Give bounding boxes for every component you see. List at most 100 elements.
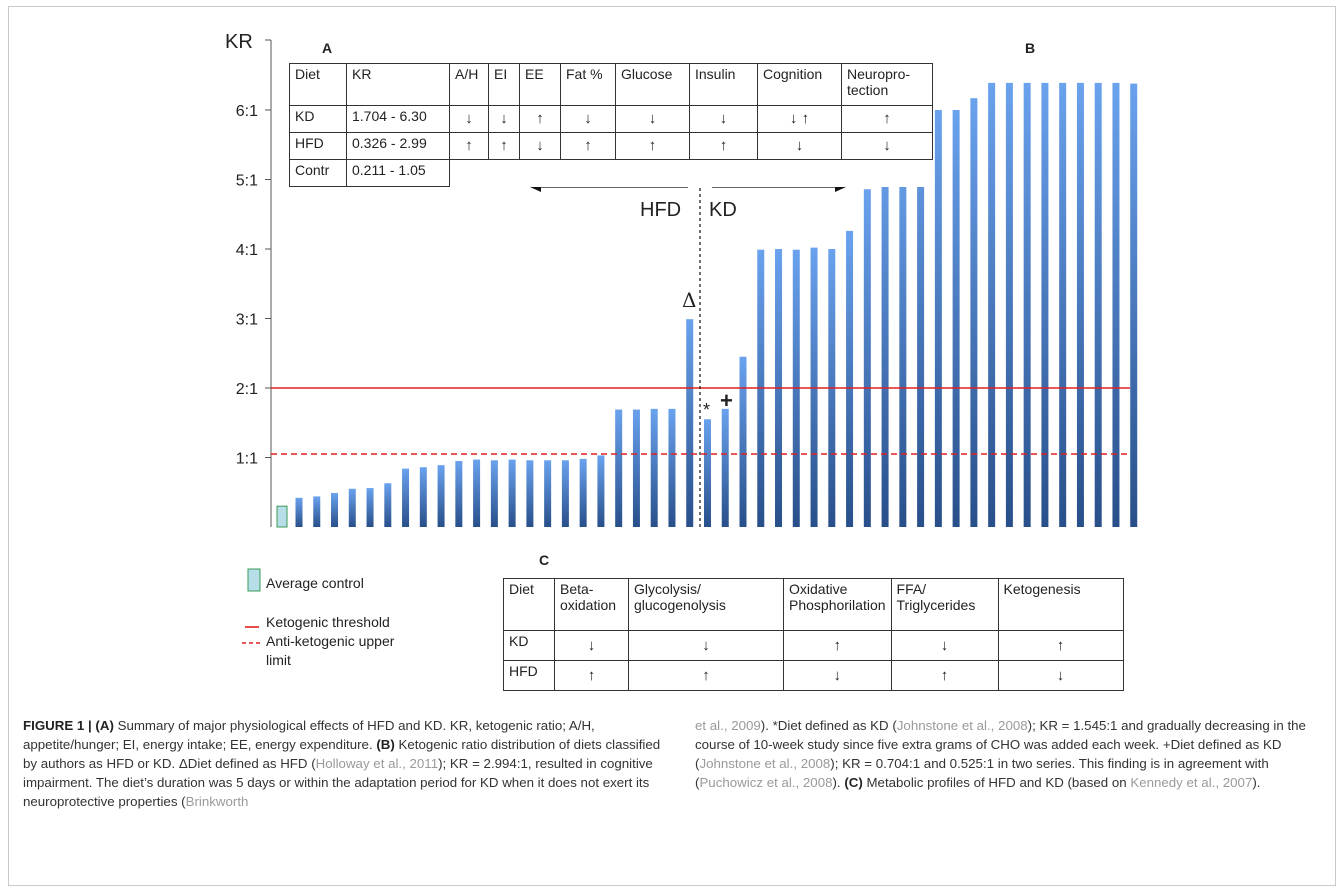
bar	[313, 496, 321, 527]
annotations: HFD KD Δ * +	[530, 182, 846, 420]
table-c-row: HFD ↑ ↑ ↓ ↑ ↓	[503, 660, 1124, 691]
caption-reference: et al., 2009	[695, 718, 761, 733]
bar	[899, 148, 907, 527]
table-c-arrow-cell: ↑	[783, 630, 892, 661]
table-c-arrow-cell: ↑	[628, 660, 784, 691]
hfd-label: HFD	[640, 199, 681, 221]
table-a-arrow-cell: ↓	[449, 105, 489, 133]
caption-text: Metabolic profiles of HFD and KD (based …	[862, 775, 1131, 790]
delta-annotation: Δ	[682, 288, 696, 312]
bar	[508, 459, 516, 527]
table-c-cell: KD	[503, 630, 555, 661]
y-tick-label: 2:1	[236, 381, 258, 398]
table-a-cell: Contr	[289, 159, 347, 187]
bar	[1094, 82, 1102, 528]
caption-right-column: et al., 2009). *Diet defined as KD (John…	[695, 716, 1335, 792]
table-a-arrow-cell: ↑	[615, 132, 690, 160]
table-c-arrow-cell: ↓	[628, 630, 784, 661]
panel-label-a: A	[322, 40, 333, 56]
caption-text: Summary of major physiological effects o…	[23, 718, 595, 752]
bar	[402, 468, 410, 527]
caption-text: Ketogenic ratio distribution of diets cl…	[23, 737, 661, 771]
legend: Average control Ketogenic threshold Anti-k…	[242, 568, 395, 668]
table-a-arrow-cell: ↑	[689, 132, 758, 160]
y-tick-label: 1:1	[236, 451, 258, 468]
table-c-header-cell: Ketogenesis	[997, 578, 1124, 631]
table-a-arrow-cell: ↓	[757, 132, 842, 160]
bar	[473, 459, 481, 527]
bar	[703, 419, 711, 527]
table-a-cell: HFD	[289, 132, 347, 160]
caption-reference: Brinkworth	[185, 794, 249, 809]
table-a-cell: KD	[289, 105, 347, 133]
legend-limit-label-2: limit	[266, 652, 291, 668]
bar	[437, 465, 445, 527]
panel-label-c: C	[539, 552, 550, 568]
legend-threshold-label: Ketogenic threshold	[266, 614, 390, 630]
y-tick-label: 3:1	[236, 312, 258, 329]
bar	[579, 458, 587, 527]
caption-reference: Johnstone et al., 2008	[699, 756, 831, 771]
table-a-header-cell: EE	[519, 63, 561, 106]
y-tick-label: 6:1	[236, 103, 258, 120]
bar	[490, 460, 498, 527]
caption-text: ).	[832, 775, 845, 790]
table-a-header-row: Diet KR A/H EI EE Fat % Glucose Insulin Cognitio…	[289, 63, 933, 106]
table-c-header-cell: Oxidative Phosphorilation	[783, 578, 892, 631]
bar	[1112, 82, 1120, 528]
caption-text: ); KR = 1.545:1 and gradually decreasing…	[695, 718, 1306, 771]
caption-text: ); KR = 0.704:1 and 0.525:1 in two serie…	[695, 756, 1269, 790]
bar	[366, 488, 374, 527]
caption-left-column: FIGURE 1 | (A) Summary of major physiolo…	[23, 716, 663, 811]
bar	[348, 488, 356, 527]
table-a-header-cell: A/H	[449, 63, 489, 106]
table-a-arrow-cell: ↓	[841, 132, 933, 160]
caption-reference: Johnstone et al., 2008	[896, 718, 1028, 733]
table-a-row: KD 1.704 - 6.30 ↓ ↓ ↑ ↓ ↓ ↓ ↓ ↑ ↑	[289, 105, 933, 133]
table-a-header-cell: Glucose	[615, 63, 690, 106]
table-c-arrow-cell: ↑	[997, 630, 1124, 661]
table-c-header-cell: FFA/Triglycerides	[890, 578, 999, 631]
table-c-arrow-cell: ↓	[890, 630, 999, 661]
table-a-arrow-cell: ↑	[560, 132, 616, 160]
table-c-arrow-cell: ↓	[997, 660, 1124, 691]
table-c-header-row: Diet Beta-oxidation Glycolysis/glucogenoly…	[503, 578, 1124, 631]
y-axis: KR 1:1 2:1 3:1 4:1 5:1 6:1	[225, 31, 272, 527]
bar	[1041, 82, 1049, 528]
control-bar	[276, 505, 288, 528]
table-a-header-cell: KR	[346, 63, 450, 106]
table-a-arrow-cell: ↓	[519, 132, 561, 160]
table-a-header-cell: Fat %	[560, 63, 616, 106]
table-a-header-cell: EI	[488, 63, 520, 106]
bar	[739, 356, 747, 527]
legend-control-label: Average control	[266, 575, 364, 591]
bar	[934, 110, 942, 527]
y-axis-label: KR	[225, 31, 253, 53]
table-a-arrow-cell: ↓	[560, 105, 616, 133]
table-c-arrow-cell: ↑	[554, 660, 629, 691]
table-a-empty-cell	[450, 160, 933, 187]
bar	[668, 408, 676, 527]
bar	[1005, 82, 1013, 528]
bar	[917, 110, 925, 527]
caption-bold-text: (B)	[376, 737, 395, 752]
legend-control-swatch	[247, 568, 261, 592]
legend-limit-label-1: Anti-ketogenic upper	[266, 633, 395, 649]
bar	[384, 483, 392, 527]
star-annotation: *	[703, 400, 710, 420]
table-a-header-cell: Diet	[289, 63, 347, 106]
bar	[597, 455, 605, 527]
table-a-cell: 0.326 - 2.99	[346, 132, 450, 160]
bar	[863, 189, 871, 528]
bar	[1130, 83, 1138, 527]
bar	[846, 230, 854, 527]
table-a-arrow-cell: ↓	[615, 105, 690, 133]
bar	[721, 408, 729, 527]
figure-1: KR1:12:13:14:15:16:1 HFD KDΔ* + Average co…	[225, 31, 1138, 668]
table-a: Diet KR A/H EI EE Fat % Glucose Insulin Cognitio…	[289, 63, 933, 187]
bar	[526, 460, 534, 527]
table-c-row: KD ↓ ↓ ↑ ↓ ↑	[503, 630, 1124, 661]
table-a-row: Contr 0.211 - 1.05	[289, 159, 933, 187]
table-c-header-cell: Glycolysis/glucogenolysis	[628, 578, 784, 631]
caption-bold-text: (C)	[844, 775, 863, 790]
